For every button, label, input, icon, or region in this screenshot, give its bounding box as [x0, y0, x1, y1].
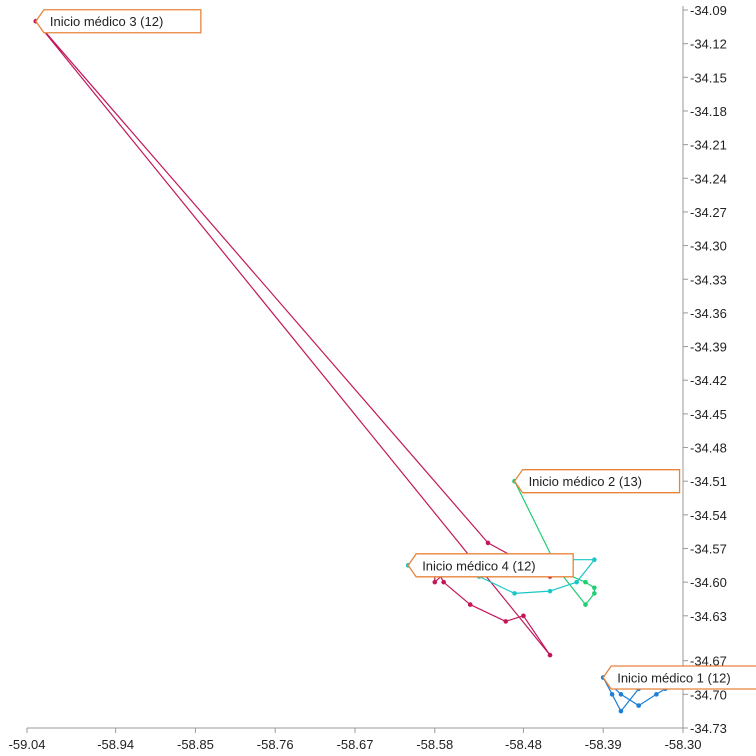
x-tick-label: -58.76 — [257, 737, 294, 752]
callout-box — [407, 553, 574, 578]
callout-box — [602, 665, 756, 690]
x-tick-label: -58.94 — [97, 737, 134, 752]
y-tick-label: -34.48 — [690, 441, 727, 456]
start-callout-3: Inicio médico 4 (12) — [407, 553, 574, 578]
y-tick-label: -34.24 — [690, 171, 727, 186]
route-point — [618, 692, 624, 697]
callout-box — [35, 9, 202, 34]
y-tick-label: -34.54 — [690, 508, 727, 523]
route-point — [592, 585, 597, 591]
route-point — [441, 579, 446, 585]
callout-label: Inicio médico 3 (12) — [50, 14, 163, 29]
route-point — [547, 588, 553, 594]
callout-label: Inicio médico 1 (12) — [617, 671, 730, 686]
callout-label: Inicio médico 2 (13) — [529, 474, 642, 489]
x-tick-label: -59.04 — [9, 737, 46, 752]
y-tick-label: -34.36 — [690, 306, 727, 321]
y-tick-label: -34.63 — [690, 609, 727, 624]
y-tick-label: -34.57 — [690, 542, 727, 557]
y-tick-label: -34.67 — [690, 654, 727, 669]
route-point — [636, 703, 641, 708]
y-tick-label: -34.51 — [690, 474, 727, 489]
start-callout-1: Inicio médico 3 (12) — [35, 9, 202, 34]
y-tick-label: -34.09 — [690, 3, 727, 18]
callout-box — [513, 469, 681, 494]
x-tick-label: -58.85 — [177, 737, 214, 752]
route-point — [592, 591, 597, 596]
route-point — [609, 692, 615, 697]
x-tick-label: -58.58 — [416, 737, 453, 752]
y-tick-label: -34.39 — [690, 340, 727, 355]
callout-layer: Inicio médico 3 (12) Inicio médico 2 (13)… — [35, 9, 756, 690]
route-point — [583, 579, 588, 585]
route-point — [432, 579, 438, 585]
route-point — [583, 602, 588, 607]
y-tick-label: -34.18 — [690, 104, 727, 119]
callout-label: Inicio médico 4 (12) — [422, 558, 535, 573]
y-tick-label: -34.73 — [690, 721, 727, 736]
axis-layer: -59.04 -58.94 -58.85 -58.76 -58.67 -58.58 -58.… — [9, 3, 727, 752]
y-tick-label: -34.15 — [690, 70, 727, 85]
route-point — [512, 591, 517, 596]
route-point — [618, 708, 624, 714]
route-point — [485, 540, 491, 546]
x-tick-label: -58.48 — [505, 737, 542, 752]
y-tick-label: -34.30 — [690, 239, 727, 254]
start-callout-4: Inicio médico 1 (12) — [602, 665, 756, 690]
route-point — [521, 613, 526, 619]
route-point — [574, 579, 579, 585]
route-line-2 — [514, 480, 596, 606]
y-tick-label: -34.70 — [690, 687, 727, 702]
route-point — [592, 557, 597, 563]
route-point — [467, 602, 473, 607]
y-tick-label: -34.27 — [690, 205, 727, 220]
start-callout-2: Inicio médico 2 (13) — [513, 469, 681, 494]
route-point — [503, 619, 509, 624]
route-point — [654, 692, 659, 697]
y-tick-label: -34.33 — [690, 272, 727, 287]
y-tick-label: -34.12 — [690, 37, 727, 52]
series-layer — [33, 18, 668, 714]
route-point — [547, 652, 553, 658]
y-tick-label: -34.60 — [690, 575, 727, 590]
x-tick-label: -58.67 — [337, 737, 374, 752]
y-tick-label: -34.21 — [690, 138, 727, 153]
x-tick-label: -58.39 — [585, 737, 622, 752]
y-tick-label: -34.42 — [690, 373, 727, 388]
y-tick-label: -34.45 — [690, 407, 727, 422]
x-tick-label: -58.30 — [665, 737, 702, 752]
